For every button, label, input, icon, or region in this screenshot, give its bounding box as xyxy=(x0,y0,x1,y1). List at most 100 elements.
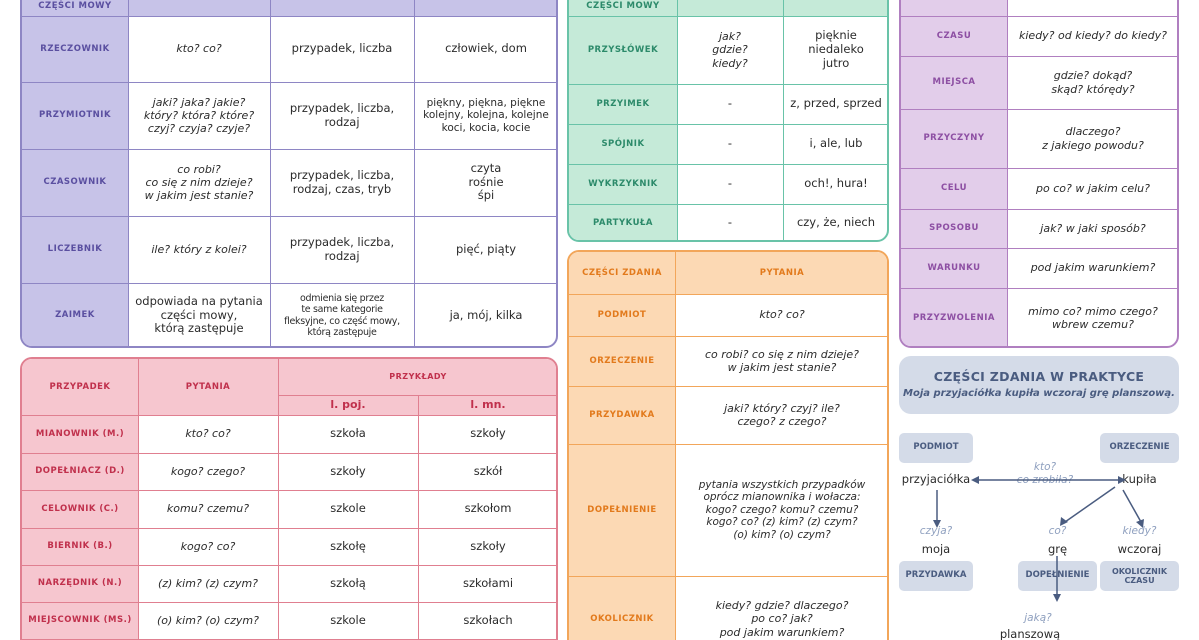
adv-name: CELU xyxy=(901,168,1007,209)
unifl-name: PARTYKUŁA xyxy=(569,204,677,240)
case-name: DOPEŁNIACZ (D.) xyxy=(22,453,138,490)
pos-inflection: przypadek, liczba, rodzaj, czas, tryb xyxy=(289,167,395,196)
pos-name: RZECZOWNIK xyxy=(22,16,128,82)
q-object-attribute: jaką? xyxy=(1024,612,1052,624)
adv-name: WARUNKU xyxy=(901,248,1007,288)
adv-questions: gdzie? dokąd? skąd? którędy? xyxy=(1051,69,1135,96)
divider xyxy=(418,395,419,640)
case-plural: szkołach xyxy=(463,612,513,627)
unifl-questions: - xyxy=(727,176,733,191)
practice-sentence: Moja przyjaciółka kupiła wczoraj grę pla… xyxy=(903,388,1175,399)
case-name: MIANOWNIK (M.) xyxy=(22,415,138,453)
pos-inflection: odmienia się przez te same kategorie fle… xyxy=(284,292,400,338)
sp-questions: jaki? który? czyj? ile? czego? z czego? xyxy=(724,401,840,428)
divider xyxy=(22,283,556,284)
adv-name: PRZYZWOLENIA xyxy=(901,288,1007,346)
case-plural: szkoły xyxy=(470,426,506,441)
case-plural: szkołom xyxy=(464,501,512,516)
sp-questions: kto? co? xyxy=(759,308,805,322)
pos-questions: co robi? co się z nim dzieje? w jakim je… xyxy=(144,162,254,203)
pos-header-label: CZĘŚCI MOWY xyxy=(22,0,128,16)
case-singular: szkoły xyxy=(330,463,366,478)
divider xyxy=(22,415,556,416)
unifl-name: WYKRZYKNIK xyxy=(569,164,677,204)
divider xyxy=(901,209,1177,210)
pos-inflection: przypadek, liczba, rodzaj xyxy=(289,234,395,263)
divider xyxy=(569,294,887,295)
cases-header-case: PRZYPADEK xyxy=(22,359,138,415)
unifl-examples: z, przed, sprzed xyxy=(790,96,882,111)
unifl-examples: och!, hura! xyxy=(804,176,868,191)
divider xyxy=(22,149,556,150)
divider xyxy=(22,565,556,566)
divider xyxy=(677,0,678,240)
word-attribute: moja xyxy=(921,542,951,556)
divider xyxy=(22,216,556,217)
case-questions: (o) kim? (o) czym? xyxy=(157,613,259,627)
word-adverbial: wczoraj xyxy=(1117,542,1162,556)
case-singular: szkole xyxy=(330,501,366,516)
tag-predicate: ORZECZENIE xyxy=(1100,433,1179,463)
pos-name: PRZYMIOTNIK xyxy=(22,82,128,149)
divider xyxy=(569,576,887,577)
pos-questions: ile? który z kolei? xyxy=(151,242,247,256)
cases-header-plural: l. mn. xyxy=(418,395,556,415)
case-singular: szkoła xyxy=(330,426,366,441)
divider xyxy=(22,528,556,529)
case-plural: szkołami xyxy=(462,575,514,590)
pos-inflection: przypadek, liczba, rodzaj xyxy=(289,100,395,129)
sp-name: PRZYDAWKA xyxy=(569,386,675,444)
case-singular: szkole xyxy=(330,612,366,627)
cases-header-questions: PYTANIA xyxy=(138,359,278,415)
pos-examples: pięć, piąty xyxy=(455,241,517,256)
divider xyxy=(278,359,279,640)
sp-header-part: CZĘŚCI ZDANIA xyxy=(569,252,675,294)
pos-examples: ja, mój, kilka xyxy=(449,307,523,322)
case-name: BIERNIK (B.) xyxy=(22,528,138,565)
sp-name: OKOLICZNIK xyxy=(569,576,675,640)
word-subject: przyjaciółka xyxy=(901,472,971,486)
word-predicate: kupiła xyxy=(1122,472,1157,486)
q-object: co? xyxy=(1048,525,1067,537)
unifl-questions: - xyxy=(727,96,733,111)
sp-name: PODMIOT xyxy=(569,294,675,336)
divider xyxy=(22,602,556,603)
uninflected-parts-table: CZĘŚCI MOWY PRZYSŁÓWEK jak? gdzie? kiedy… xyxy=(567,0,889,242)
divider xyxy=(569,444,887,445)
cases-header-singular: l. poj. xyxy=(278,395,418,415)
divider xyxy=(414,0,415,346)
divider xyxy=(569,84,887,85)
adv-name: MIEJSCA xyxy=(901,56,1007,109)
divider xyxy=(901,16,1177,17)
pos-questions: jaki? jaka? jakie? który? która? które? … xyxy=(143,95,255,136)
divider xyxy=(128,0,129,346)
divider xyxy=(1007,0,1008,346)
divider xyxy=(675,252,676,640)
divider xyxy=(22,490,556,491)
pos-questions: kto? co? xyxy=(176,42,222,56)
pos-inflection: przypadek, liczba xyxy=(291,41,393,56)
unifl-name: PRZYIMEK xyxy=(569,84,677,124)
sp-header-questions: PYTANIA xyxy=(675,252,887,294)
q-adverbial: kiedy? xyxy=(1122,525,1157,537)
unifl-examples: czy, że, niech xyxy=(796,215,876,230)
case-questions: kto? co? xyxy=(185,427,231,441)
divider xyxy=(783,0,784,240)
divider xyxy=(901,109,1177,110)
pos-examples: piękny, piękna, piękne kolejny, kolejna,… xyxy=(423,96,549,134)
case-name: MIEJSCOWNIK (Ms.) xyxy=(22,602,138,639)
word-object-attribute: planszową xyxy=(999,627,1061,640)
adverbials-table: CZASU kiedy? od kiedy? do kiedy? MIEJSCA… xyxy=(899,0,1179,348)
adv-name: CZASU xyxy=(901,16,1007,56)
practice-arrows xyxy=(933,476,1144,602)
unifl-questions: - xyxy=(727,215,733,230)
unifl-questions: - xyxy=(727,136,733,151)
practice-header: CZĘŚCI ZDANIA W PRAKTYCE Moja przyjaciół… xyxy=(899,356,1179,414)
divider xyxy=(22,16,556,17)
case-singular: szkołę xyxy=(330,538,366,553)
divider xyxy=(901,248,1177,249)
sp-questions: pytania wszystkich przypadków oprócz mia… xyxy=(698,478,866,541)
adv-header-blank xyxy=(1007,0,1177,16)
sentence-parts-table: CZĘŚCI ZDANIA PYTANIA PODMIOT kto? co? O… xyxy=(567,250,889,640)
unifl-name: PRZYSŁÓWEK xyxy=(569,16,677,84)
